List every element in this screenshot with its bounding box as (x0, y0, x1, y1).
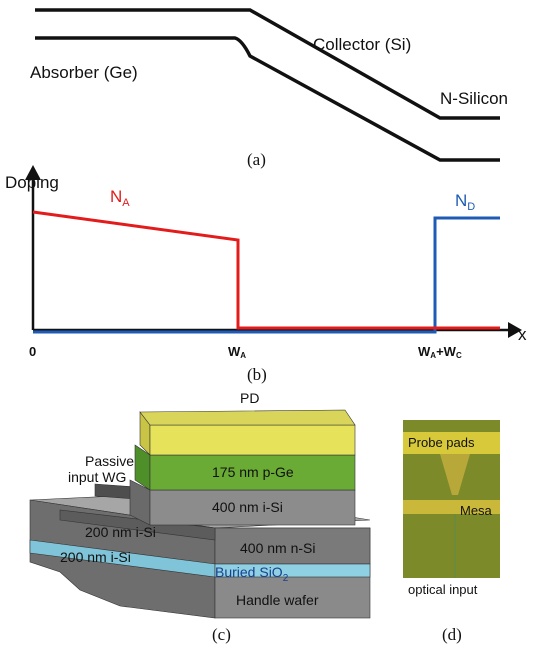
tick-label: 0 (29, 344, 36, 359)
oxide-sub: 2 (283, 573, 289, 584)
tick-sub: C (456, 351, 462, 360)
arrow (508, 322, 522, 338)
layer-label: 400 nm n-Si (240, 540, 315, 556)
isi-front (149, 489, 356, 526)
device (29, 409, 371, 619)
oxide-main: Buried SiO (215, 564, 283, 580)
x-axis-label: x (518, 325, 527, 344)
tick-main: W (418, 344, 431, 359)
step (59, 509, 216, 541)
caption: (c) (212, 625, 231, 644)
contact-front (149, 424, 356, 456)
band-diagram (35, 8, 500, 162)
acceptor-profile (32, 210, 500, 330)
nd-main: N (455, 191, 467, 210)
nd-sub: D (467, 201, 475, 213)
oxide-front (214, 563, 371, 578)
device-label: PD (240, 390, 259, 406)
na-sub: A (122, 197, 130, 209)
tick-label: WA+WC (418, 344, 462, 360)
tick-sub: A (240, 351, 246, 360)
layer-label: Handle wafer (236, 592, 319, 608)
n-si-front (214, 527, 371, 565)
na-label: NA (110, 187, 130, 209)
caption: (a) (247, 150, 266, 169)
ge-front (149, 454, 356, 491)
tick-label: WA (228, 344, 246, 360)
micrograph (403, 420, 500, 578)
probe-lead (440, 454, 470, 495)
valence-band (35, 36, 500, 162)
pad (403, 500, 500, 514)
caption: (b) (247, 365, 267, 384)
band-label: Absorber (Ge) (30, 63, 138, 82)
oxide-label: Buried SiO2 (215, 564, 289, 584)
na-main: N (110, 187, 122, 206)
band-label: N-Silicon (440, 89, 508, 108)
image-label: Mesa (460, 503, 493, 518)
contact-top (139, 409, 356, 426)
conduction-band (35, 8, 500, 120)
pad (403, 432, 500, 454)
tick-main: W (228, 344, 241, 359)
arrow (25, 165, 41, 180)
tick-sub: A (430, 351, 436, 360)
tick-main: +W (436, 344, 457, 359)
nd-label: ND (455, 191, 475, 213)
donor-profile (33, 216, 500, 334)
band-label: Collector (Si) (313, 35, 411, 54)
image-label: Probe pads (408, 435, 475, 450)
device-label: Passive (85, 453, 134, 469)
layer-label: 175 nm p-Ge (212, 464, 294, 480)
image-label: optical input (408, 582, 478, 597)
caption: (d) (442, 625, 462, 644)
device-label: input WG (68, 469, 126, 485)
layer-label: 400 nm i-Si (212, 499, 283, 515)
layer-label: 200 nm i-Si (85, 524, 156, 540)
layer-label: 200 nm i-Si (60, 549, 131, 565)
